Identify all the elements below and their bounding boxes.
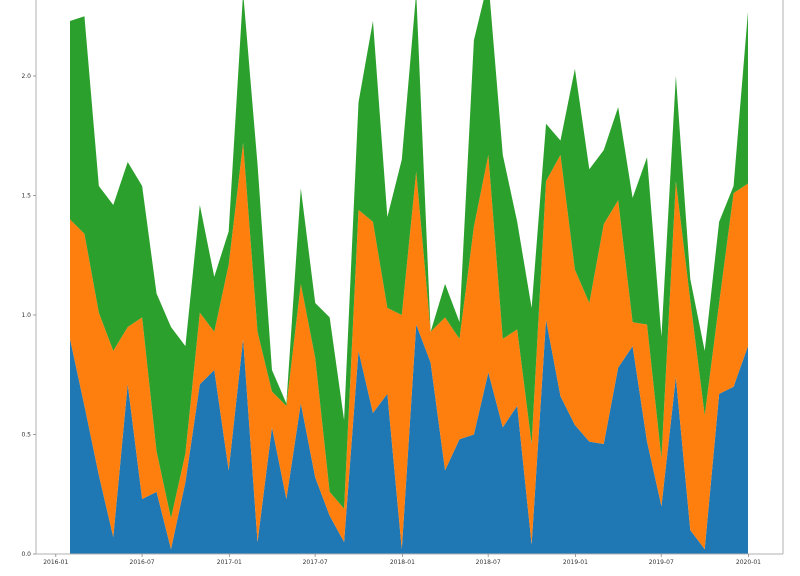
area-series_0 (70, 319, 748, 554)
x-tick-label: 2019-01 (563, 559, 588, 566)
y-tick-label: 1.5 (21, 193, 31, 200)
x-tick-label: 2019-07 (649, 559, 674, 566)
x-tick-label: 2017-07 (303, 559, 328, 566)
x-tick-label: 2017-01 (217, 559, 242, 566)
area-layers (70, 0, 748, 554)
x-tick-label: 2020-01 (736, 559, 761, 566)
x-axis: 2016-01 2016-07 2017-01 2017-07 2018-01 2018-… (43, 554, 761, 566)
x-tick-label: 2018-01 (390, 559, 415, 566)
x-tick-label: 2018-07 (476, 559, 501, 566)
x-tick-label: 2016-07 (130, 559, 155, 566)
x-tick-label: 2016-01 (43, 559, 68, 566)
y-tick-label: 1.0 (21, 312, 31, 319)
y-tick-label: 0.0 (21, 551, 31, 558)
y-axis: 0.0 0.5 1.0 1.5 2.0 (21, 73, 36, 558)
area-series_2 (70, 0, 748, 519)
area-series_1 (70, 142, 748, 550)
y-tick-label: 2.0 (21, 73, 31, 80)
y-tick-label: 0.5 (21, 432, 31, 439)
axes-spines (35, 0, 784, 555)
